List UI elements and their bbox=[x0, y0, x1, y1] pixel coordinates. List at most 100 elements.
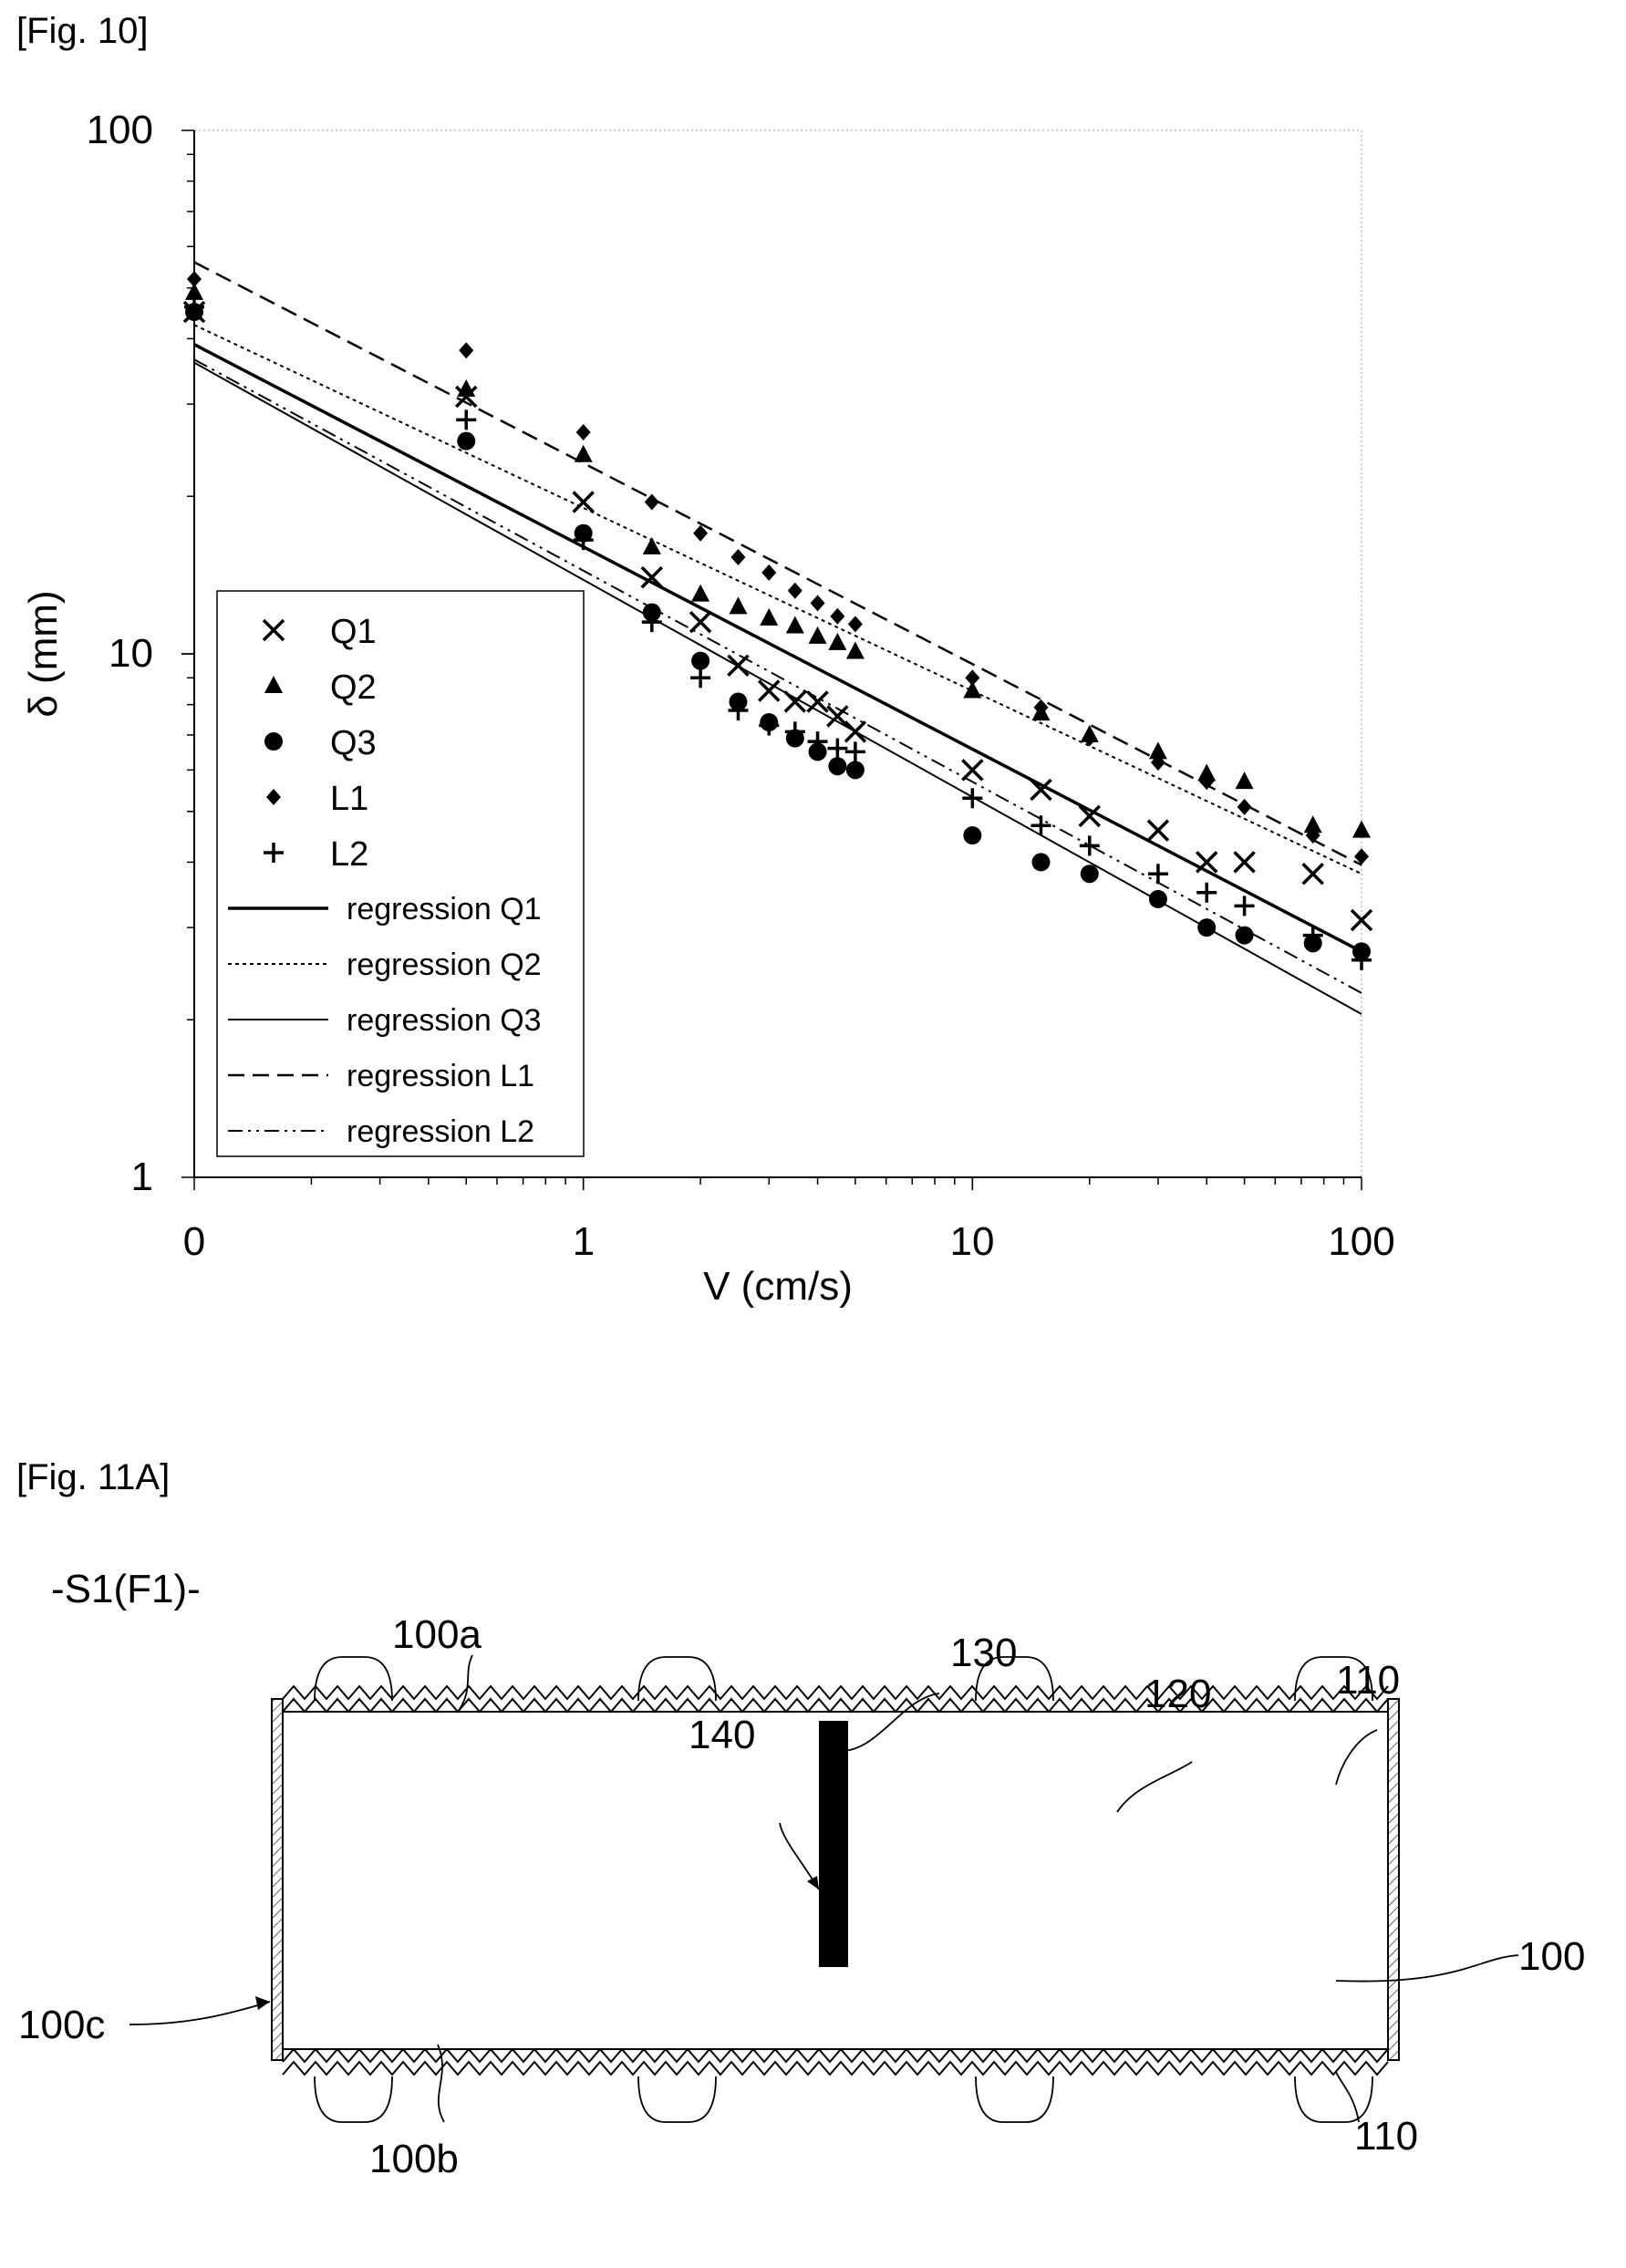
point-l2 bbox=[728, 699, 749, 720]
fig-10-label: [Fig. 10] bbox=[16, 11, 149, 51]
label-100a: 100a bbox=[392, 1612, 482, 1657]
point-q2 bbox=[760, 607, 779, 626]
finger-electrode-110-bottom bbox=[637, 2076, 717, 2123]
point-l1 bbox=[847, 616, 863, 633]
point-l1 bbox=[1305, 827, 1320, 844]
point-l2 bbox=[1196, 882, 1217, 903]
point-q3 bbox=[457, 431, 476, 450]
passivation-layer-120 bbox=[282, 1684, 1389, 1701]
finger-electrode-110-top bbox=[637, 1656, 717, 1702]
legend-marker-l1 bbox=[266, 789, 281, 805]
regression-line-q3 bbox=[193, 361, 1362, 1015]
point-l2 bbox=[759, 715, 780, 736]
point-l2 bbox=[1352, 949, 1372, 970]
point-l2 bbox=[844, 741, 865, 762]
point-q2 bbox=[785, 616, 804, 634]
x-tick-label-1: 1 bbox=[573, 1219, 595, 1264]
point-l1 bbox=[187, 271, 202, 288]
leader-100 bbox=[1335, 1954, 1519, 1983]
point-l2 bbox=[1302, 925, 1323, 946]
series-l1 bbox=[187, 271, 1369, 865]
point-q1 bbox=[1030, 778, 1052, 802]
legend-label-regression-l1: regression L1 bbox=[347, 1059, 534, 1093]
series-q1 bbox=[182, 300, 1373, 932]
leader-130 bbox=[843, 1693, 940, 1752]
point-q2 bbox=[1197, 763, 1217, 782]
label-100: 100 bbox=[1518, 1934, 1585, 1979]
leader-100c-arrowhead bbox=[255, 1996, 270, 2010]
side-layer-left bbox=[271, 1698, 284, 2061]
point-q3 bbox=[828, 757, 847, 776]
point-q1 bbox=[1301, 862, 1324, 885]
point-l2 bbox=[573, 530, 594, 551]
point-q3 bbox=[808, 742, 827, 761]
point-l1 bbox=[693, 524, 709, 542]
point-q3 bbox=[845, 761, 865, 780]
point-q2 bbox=[1235, 772, 1254, 790]
x-tick-label-100: 100 bbox=[1328, 1219, 1394, 1264]
electrode-130 bbox=[819, 1721, 848, 1967]
point-q1 bbox=[826, 705, 849, 728]
point-q1 bbox=[806, 690, 829, 713]
point-q2 bbox=[828, 632, 847, 650]
point-q1 bbox=[572, 491, 595, 513]
point-q1 bbox=[758, 679, 781, 702]
point-q2 bbox=[691, 584, 710, 602]
label-140: 140 bbox=[689, 1713, 755, 1757]
point-q2 bbox=[808, 626, 827, 644]
point-l2 bbox=[1234, 896, 1255, 917]
point-l2 bbox=[641, 612, 662, 633]
finger-electrode-110-bottom bbox=[314, 2076, 393, 2123]
label-110-bottom: 110 bbox=[1354, 2114, 1418, 2159]
legend-label-regression-q2: regression Q2 bbox=[347, 948, 542, 982]
point-q2 bbox=[185, 282, 203, 300]
leader-100a bbox=[457, 1654, 473, 1713]
point-l2 bbox=[184, 296, 204, 317]
leader-120 bbox=[1116, 1761, 1193, 1813]
point-l2 bbox=[1030, 815, 1051, 836]
point-q3 bbox=[691, 651, 710, 670]
point-q1 bbox=[1233, 851, 1256, 874]
point-l1 bbox=[1199, 773, 1215, 791]
point-q3 bbox=[963, 826, 982, 845]
point-l1 bbox=[830, 607, 845, 625]
legend-label-regression-l2: regression L2 bbox=[347, 1114, 534, 1149]
diagram-title: -S1(F1)- bbox=[51, 1567, 201, 1611]
legend-marker-l2 bbox=[264, 843, 284, 863]
regression-line-q2 bbox=[193, 324, 1362, 875]
point-l1 bbox=[1354, 848, 1369, 865]
series-q3 bbox=[185, 303, 1371, 961]
legend: Q1 Q2 Q3 L1 L2 regression Q1 regression Q2 regr… bbox=[216, 590, 585, 1157]
point-l1 bbox=[644, 493, 659, 511]
fig-11a-diagram: -S1(F1)- 100a 130 140 120 110 100c 100 1… bbox=[18, 1567, 1585, 2181]
leader-100c bbox=[129, 2001, 271, 2025]
leader-110-top bbox=[1335, 1729, 1378, 1786]
point-q2 bbox=[1148, 741, 1167, 760]
point-q1 bbox=[1146, 819, 1170, 842]
legend-marker-q3 bbox=[264, 732, 283, 751]
point-q3 bbox=[1080, 865, 1099, 884]
fig-11a-label: [Fig. 11A] bbox=[16, 1457, 171, 1497]
point-l2 bbox=[827, 738, 848, 759]
y-axis-label: δ (mm) bbox=[21, 590, 66, 717]
point-q3 bbox=[1148, 889, 1167, 908]
point-l1 bbox=[965, 669, 980, 687]
point-q2 bbox=[845, 641, 865, 659]
point-l1 bbox=[1033, 699, 1049, 716]
point-q1 bbox=[844, 720, 867, 743]
finger-electrode-110-bottom bbox=[1294, 2076, 1373, 2123]
legend-label-l1: L1 bbox=[330, 780, 368, 818]
point-q1 bbox=[783, 690, 807, 713]
point-q3 bbox=[1031, 853, 1051, 872]
point-l1 bbox=[810, 595, 825, 612]
legend-label-q2: Q2 bbox=[330, 668, 377, 707]
legend-label-l2: L2 bbox=[330, 835, 368, 874]
point-l1 bbox=[575, 424, 591, 441]
point-q2 bbox=[1352, 820, 1371, 838]
point-l1 bbox=[730, 548, 746, 565]
legend-marker-q1 bbox=[262, 618, 285, 642]
legend-marker-q2 bbox=[264, 676, 283, 693]
point-l1 bbox=[1082, 730, 1097, 747]
point-q2 bbox=[1303, 815, 1322, 834]
point-q1 bbox=[727, 654, 750, 678]
